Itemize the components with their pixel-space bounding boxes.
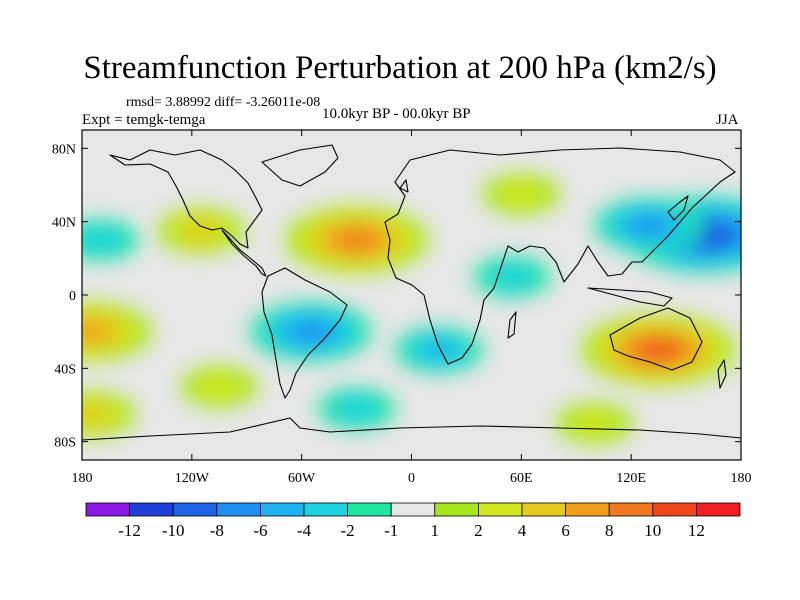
colorbar-label: -4 <box>297 521 312 540</box>
colorbar-label: 4 <box>518 521 527 540</box>
x-tick-label: 0 <box>408 471 415 486</box>
x-tick-label: 180 <box>72 471 93 486</box>
coast-south-america <box>261 267 348 399</box>
field-contour <box>82 227 124 253</box>
field-contour <box>420 340 458 360</box>
field-feature-13 <box>556 402 634 444</box>
coast-eurasia-africa <box>384 147 736 365</box>
field-feature-9 <box>82 302 152 362</box>
field-feature-2 <box>473 256 551 298</box>
field-contour <box>489 264 536 290</box>
x-tick-label: 60E <box>510 471 533 486</box>
field-feature-1 <box>594 198 705 253</box>
colorbar-swatch <box>172 502 218 517</box>
field-contour <box>333 396 380 422</box>
y-tick-label: 80S <box>54 436 76 451</box>
field-contour <box>640 341 677 359</box>
colorbar-label: -6 <box>253 521 267 540</box>
season-label: JJA <box>716 112 739 128</box>
colorbar-swatch <box>608 502 654 517</box>
field-contour <box>631 216 668 235</box>
colorbar-label: 10 <box>644 521 661 540</box>
colorbar-label: -8 <box>210 521 224 540</box>
field-feature-11 <box>482 173 560 215</box>
field-feature-10 <box>156 208 245 254</box>
plot-background <box>82 130 741 460</box>
field-feature-4 <box>394 327 483 373</box>
field-feature-7 <box>285 206 429 274</box>
x-tick-label: 180 <box>731 471 752 486</box>
coast-uk <box>399 179 409 193</box>
axis-ticks: 180 120W 60W 0 60E 120E 180 80N 40N 0 40S 80S <box>52 130 752 486</box>
coast-antarctica <box>82 417 741 441</box>
y-tick-label: 40S <box>54 362 76 377</box>
coast-central-america <box>221 229 267 277</box>
colorbar-swatch <box>434 502 479 517</box>
x-tick-label: 120E <box>616 471 646 486</box>
field-feature-6 <box>318 388 396 430</box>
colorbar-label: 12 <box>688 521 705 540</box>
coast-madagascar <box>507 311 517 339</box>
stats-label: rmsd= 3.88992 diff= -3.26011e-08 <box>126 95 321 110</box>
experiment-label: Expt = temgk-temga <box>82 112 206 128</box>
y-tick-label: 0 <box>69 289 76 304</box>
field-contour <box>182 221 220 241</box>
coast-greenland <box>261 144 339 187</box>
field-contour <box>82 404 111 424</box>
field-contour <box>498 181 545 207</box>
colorbar-swatch <box>696 502 741 517</box>
period-label: 10.0kyr BP - 00.0kyr BP <box>322 106 471 122</box>
colorbar-label: 6 <box>561 521 570 540</box>
colorbar-swatch <box>303 502 348 517</box>
coast-new-zealand <box>717 359 727 389</box>
field-feature-14 <box>82 391 136 437</box>
colorbar-swatch <box>477 502 523 517</box>
colorbar-swatch <box>216 502 261 517</box>
colorbar: -12 -10 -8 -6 -4 -2 -1 1 2 4 6 8 10 12 <box>85 502 741 540</box>
colorbar-swatch <box>347 502 392 517</box>
field-feature-8 <box>581 314 736 386</box>
colorbar-swatch <box>565 502 610 517</box>
field-contour <box>196 374 243 400</box>
coast-japan <box>667 195 689 221</box>
coast-indonesia <box>587 287 673 307</box>
field-contour <box>290 321 331 342</box>
colorbar-swatch <box>259 502 305 517</box>
colorbar-label: 8 <box>605 521 614 540</box>
chart-title: Streamfunction Perturbation at 200 hPa (… <box>83 50 717 86</box>
field-feature-12 <box>180 366 258 408</box>
colorbar-label: 2 <box>474 521 483 540</box>
field-feature-5 <box>82 219 139 261</box>
coast-australia <box>609 307 703 371</box>
colorbar-label: 1 <box>431 521 440 540</box>
colorbar-swatch <box>652 502 697 517</box>
field-contour <box>337 230 377 250</box>
colorbar-label: -10 <box>162 521 185 540</box>
colorbar-swatch <box>85 502 130 517</box>
colorbar-swatch <box>390 502 436 517</box>
coastline-layer <box>82 144 741 441</box>
colorbar-label: -12 <box>118 521 141 540</box>
coast-north-america <box>109 149 263 249</box>
field-contour <box>571 410 618 436</box>
colorbar-swatch <box>129 502 174 517</box>
colorbar-swatch <box>521 502 566 517</box>
y-tick-label: 80N <box>52 142 76 157</box>
field-contour <box>82 321 112 342</box>
colorbar-label: -2 <box>341 521 355 540</box>
x-tick-label: 60W <box>288 471 316 486</box>
y-tick-label: 40N <box>52 216 76 231</box>
colorbar-label: -1 <box>384 521 398 540</box>
x-tick-label: 120W <box>175 471 210 486</box>
